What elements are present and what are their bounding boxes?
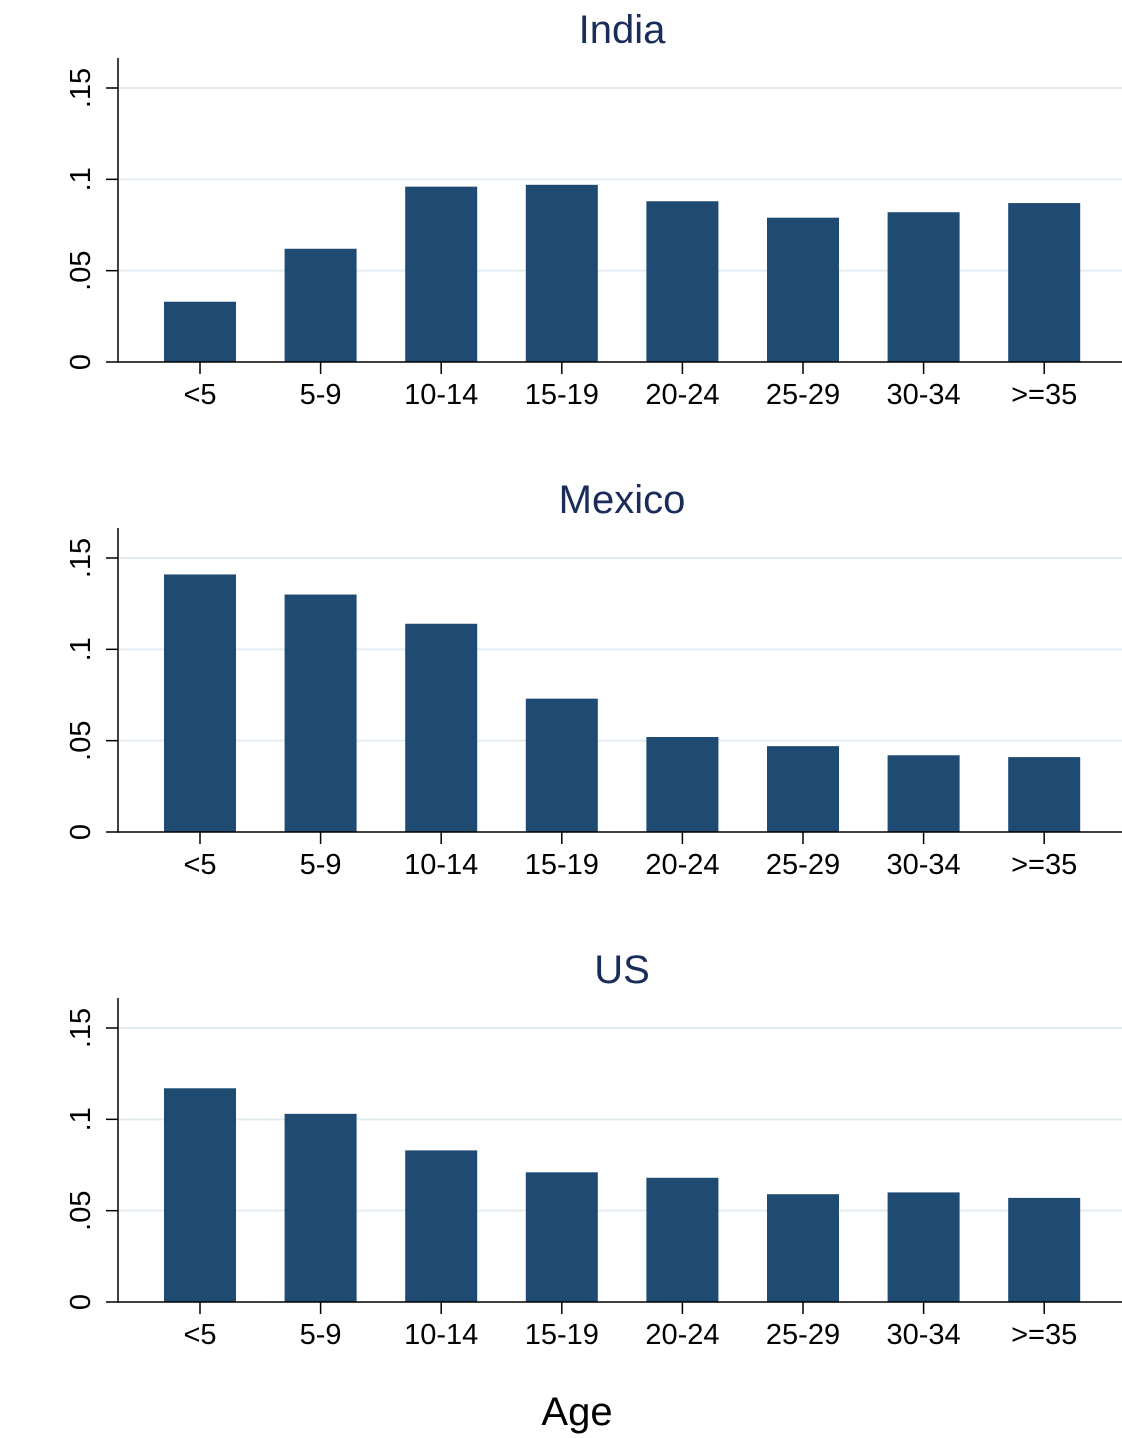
y-tick-label: .05 — [65, 721, 97, 761]
y-tick-label: .1 — [65, 1107, 97, 1131]
x-tick-label: >=35 — [1011, 379, 1077, 411]
x-tick-label: 5-9 — [300, 1319, 342, 1351]
x-tick-label: 20-24 — [645, 1319, 719, 1351]
x-axis-title: Age — [541, 1390, 612, 1434]
panel-title: India — [579, 8, 666, 52]
bar-20-24 — [646, 201, 719, 362]
x-tick-label: 30-34 — [887, 849, 961, 881]
x-tick-label: 30-34 — [887, 1319, 961, 1351]
x-tick-label: 15-19 — [525, 379, 599, 411]
x-tick-label: 5-9 — [300, 379, 342, 411]
panel-india: India 0 .05 .1 .15 <5 5-9 10-14 15-19 20-24 25-29 3… — [65, 8, 1122, 411]
bar-25-29 — [767, 1194, 839, 1302]
y-tick-label: .1 — [65, 637, 97, 661]
x-tick-label: 10-14 — [404, 849, 478, 881]
x-tick-label: <5 — [183, 379, 216, 411]
y-tick-label: 0 — [65, 824, 97, 840]
bar-5-9 — [284, 248, 357, 362]
x-tick-label: 15-19 — [525, 1319, 599, 1351]
panel-title: US — [594, 948, 650, 992]
y-tick-label: .15 — [65, 1008, 97, 1048]
x-tick-label: 20-24 — [645, 379, 719, 411]
bar-30-34 — [887, 755, 960, 832]
bar-<5 — [164, 301, 236, 362]
x-tick-label: >=35 — [1011, 1319, 1077, 1351]
chart-panels: India 0 .05 .1 .15 <5 5-9 10-14 15-19 20-24 25-29 3… — [65, 8, 1122, 1351]
bar-10-14 — [405, 1150, 478, 1302]
bar-5-9 — [284, 1113, 357, 1302]
y-tick-label: .05 — [65, 1191, 97, 1231]
bar-10-14 — [405, 186, 478, 362]
bar->=35 — [1008, 757, 1081, 832]
x-tick-label: 25-29 — [766, 849, 840, 881]
y-tick-label: .15 — [65, 68, 97, 108]
x-tick-label: 20-24 — [645, 849, 719, 881]
bar->=35 — [1008, 1197, 1081, 1302]
bar-30-34 — [887, 1192, 960, 1302]
x-tick-label: 25-29 — [766, 379, 840, 411]
bar-5-9 — [284, 594, 357, 832]
bar-15-19 — [525, 184, 598, 362]
panel-us: US 0 .05 .1 .15 <5 5-9 10-14 15-19 20-24 25-29 30-3… — [65, 948, 1122, 1351]
bar-10-14 — [405, 623, 478, 832]
y-tick-label: .1 — [65, 167, 97, 191]
x-tick-label: 5-9 — [300, 849, 342, 881]
x-tick-label: 25-29 — [766, 1319, 840, 1351]
bar-25-29 — [767, 217, 839, 362]
bar-<5 — [164, 1088, 236, 1302]
x-tick-label: 15-19 — [525, 849, 599, 881]
bar-20-24 — [646, 1177, 719, 1302]
x-tick-label: 30-34 — [887, 379, 961, 411]
bar-20-24 — [646, 737, 719, 832]
x-tick-label: 10-14 — [404, 379, 478, 411]
x-tick-label: >=35 — [1011, 849, 1077, 881]
x-tick-label: <5 — [183, 849, 216, 881]
x-tick-label: <5 — [183, 1319, 216, 1351]
x-tick-label: 10-14 — [404, 1319, 478, 1351]
bar-30-34 — [887, 212, 960, 362]
y-tick-label: 0 — [65, 354, 97, 370]
panel-title: Mexico — [559, 478, 686, 522]
bar-15-19 — [525, 698, 598, 832]
bar-15-19 — [525, 1172, 598, 1302]
y-tick-label: .15 — [65, 538, 97, 578]
bar-25-29 — [767, 746, 839, 832]
y-tick-label: .05 — [65, 251, 97, 291]
y-tick-label: 0 — [65, 1294, 97, 1310]
bar->=35 — [1008, 203, 1081, 362]
bar-<5 — [164, 574, 236, 832]
panel-mexico: Mexico 0 .05 .1 .15 <5 5-9 10-14 15-19 20-24 25-29… — [65, 478, 1122, 881]
